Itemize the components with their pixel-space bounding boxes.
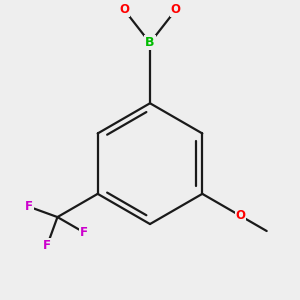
- Text: F: F: [43, 239, 51, 252]
- Text: F: F: [80, 226, 88, 239]
- Text: F: F: [25, 200, 33, 213]
- Text: O: O: [236, 209, 245, 222]
- Text: B: B: [145, 36, 155, 50]
- Text: O: O: [171, 3, 181, 16]
- Text: O: O: [119, 3, 129, 16]
